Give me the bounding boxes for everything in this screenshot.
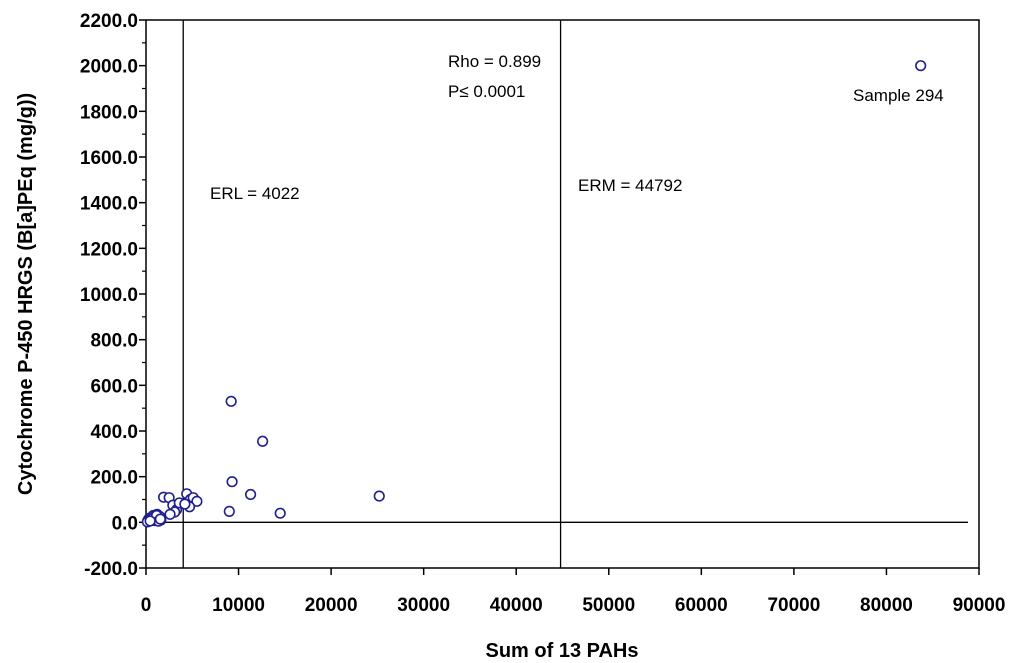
stat-p-label: P≤ 0.0001 <box>448 82 525 101</box>
data-point <box>179 498 191 510</box>
y-tick-label: -200.0 <box>84 559 138 580</box>
x-tick-label: 40000 <box>490 595 543 616</box>
data-point <box>226 476 238 488</box>
y-tick-label: 600.0 <box>90 376 138 397</box>
y-tick-label: 2200.0 <box>80 11 138 32</box>
y-tick-label: 800.0 <box>90 331 138 352</box>
y-tick-label: 1200.0 <box>80 239 138 260</box>
data-point <box>373 490 385 502</box>
data-point <box>274 507 286 519</box>
y-tick-label: 400.0 <box>90 422 138 443</box>
y-tick-label: 200.0 <box>90 468 138 489</box>
outlier-label: Sample 294 <box>853 86 944 105</box>
plot-area <box>145 19 980 569</box>
y-tick-label: 1800.0 <box>80 102 138 123</box>
data-points <box>141 60 927 528</box>
data-point <box>915 60 927 72</box>
data-point <box>144 515 156 527</box>
y-tick-label: 1000.0 <box>80 285 138 306</box>
y-tick-label: 0.0 <box>112 513 138 534</box>
data-point <box>257 435 269 447</box>
x-tick-label: 70000 <box>767 595 820 616</box>
reference-lines <box>146 20 968 568</box>
data-point <box>191 495 203 507</box>
x-tick-label: 50000 <box>582 595 635 616</box>
data-point <box>164 508 176 520</box>
data-point <box>225 395 237 407</box>
x-tick-label: 90000 <box>953 595 1006 616</box>
stat-rho-label: Rho = 0.899 <box>448 52 541 71</box>
x-tick-label: 0 <box>141 595 152 616</box>
x-tick-label: 10000 <box>212 595 265 616</box>
x-tick-label: 20000 <box>305 595 358 616</box>
data-point <box>244 488 257 501</box>
erl-label: ERL = 4022 <box>210 184 300 203</box>
x-tick-label: 30000 <box>397 595 450 616</box>
x-tick-label: 60000 <box>675 595 728 616</box>
y-tick-label: 1400.0 <box>80 194 138 215</box>
data-point <box>223 505 235 517</box>
y-tick-label: 2000.0 <box>80 57 138 78</box>
data-point <box>154 513 166 525</box>
y-tick-label: 1600.0 <box>80 148 138 169</box>
tick-labels: -200.0 0.0 200.0 400.0 600.0 800.0 1000.0 1200.… <box>80 11 1006 616</box>
axis-ticks <box>139 19 980 575</box>
y-axis-title: Cytochrome P-450 HRGS (B[a]PEq (mg/g)) <box>15 93 37 495</box>
erm-label: ERM = 44792 <box>578 176 682 195</box>
x-axis-title: Sum of 13 PAHs <box>486 640 639 662</box>
x-tick-label: 80000 <box>860 595 913 616</box>
